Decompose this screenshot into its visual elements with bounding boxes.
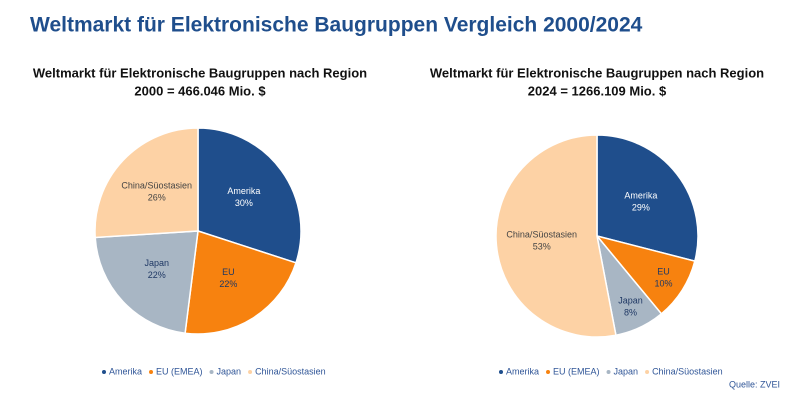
slice-label: Japan [618,296,643,306]
slice-value-label: 53% [533,242,551,252]
pie-slice [94,230,199,335]
legend-marker [149,370,154,374]
slice-label: EU [657,267,670,277]
slice-label: Amerika [624,190,657,200]
pie-slice [94,127,199,239]
chart-title: Weltmarkt für Elektronische Baugruppen n… [430,65,764,80]
pie-slice [495,134,617,338]
legend-marker [606,370,611,374]
pie-slice [596,134,699,263]
slice-label: China/Süostasien [121,181,192,191]
pie-slice [184,230,297,335]
legend-label: EU (EMEA) [553,366,600,376]
slice-value-label: 26% [148,193,166,203]
slice-label: China/Süostasien [506,230,577,240]
legend-label: Japan [614,366,639,376]
legend-marker [546,370,551,374]
legend-marker [645,370,650,374]
legend-label: China/Süostasien [255,366,326,376]
legend-marker [102,370,106,374]
slice-value-label: 10% [655,279,673,289]
legend-marker [499,370,503,374]
slice-value-label: 22% [219,279,237,289]
legend-label: Amerika [109,366,142,376]
slice-value-label: 30% [235,198,253,208]
legend-marker [248,370,253,374]
slice-label: EU [222,267,235,277]
legend-label: Japan [217,366,242,376]
slice-value-label: 22% [148,270,166,280]
page-title: Weltmarkt für Elektronische Baugruppen V… [30,14,643,37]
chart-subtitle: 2024 = 1266.109 Mio. $ [528,83,667,98]
chart-subtitle: 2000 = 466.046 Mio. $ [134,83,266,98]
slice-value-label: 8% [624,308,637,318]
legend-label: Amerika [506,366,539,376]
chart-title: Weltmarkt für Elektronische Baugruppen n… [33,65,367,80]
legend-marker [209,370,214,374]
slice-value-label: 29% [632,202,650,212]
slice-label: Japan [144,258,169,268]
legend-label: China/Süostasien [652,366,723,376]
pie-slice [197,127,302,264]
source: Quelle: ZVEI [729,379,780,389]
slice-label: Amerika [227,186,260,196]
legend-label: EU (EMEA) [156,366,203,376]
